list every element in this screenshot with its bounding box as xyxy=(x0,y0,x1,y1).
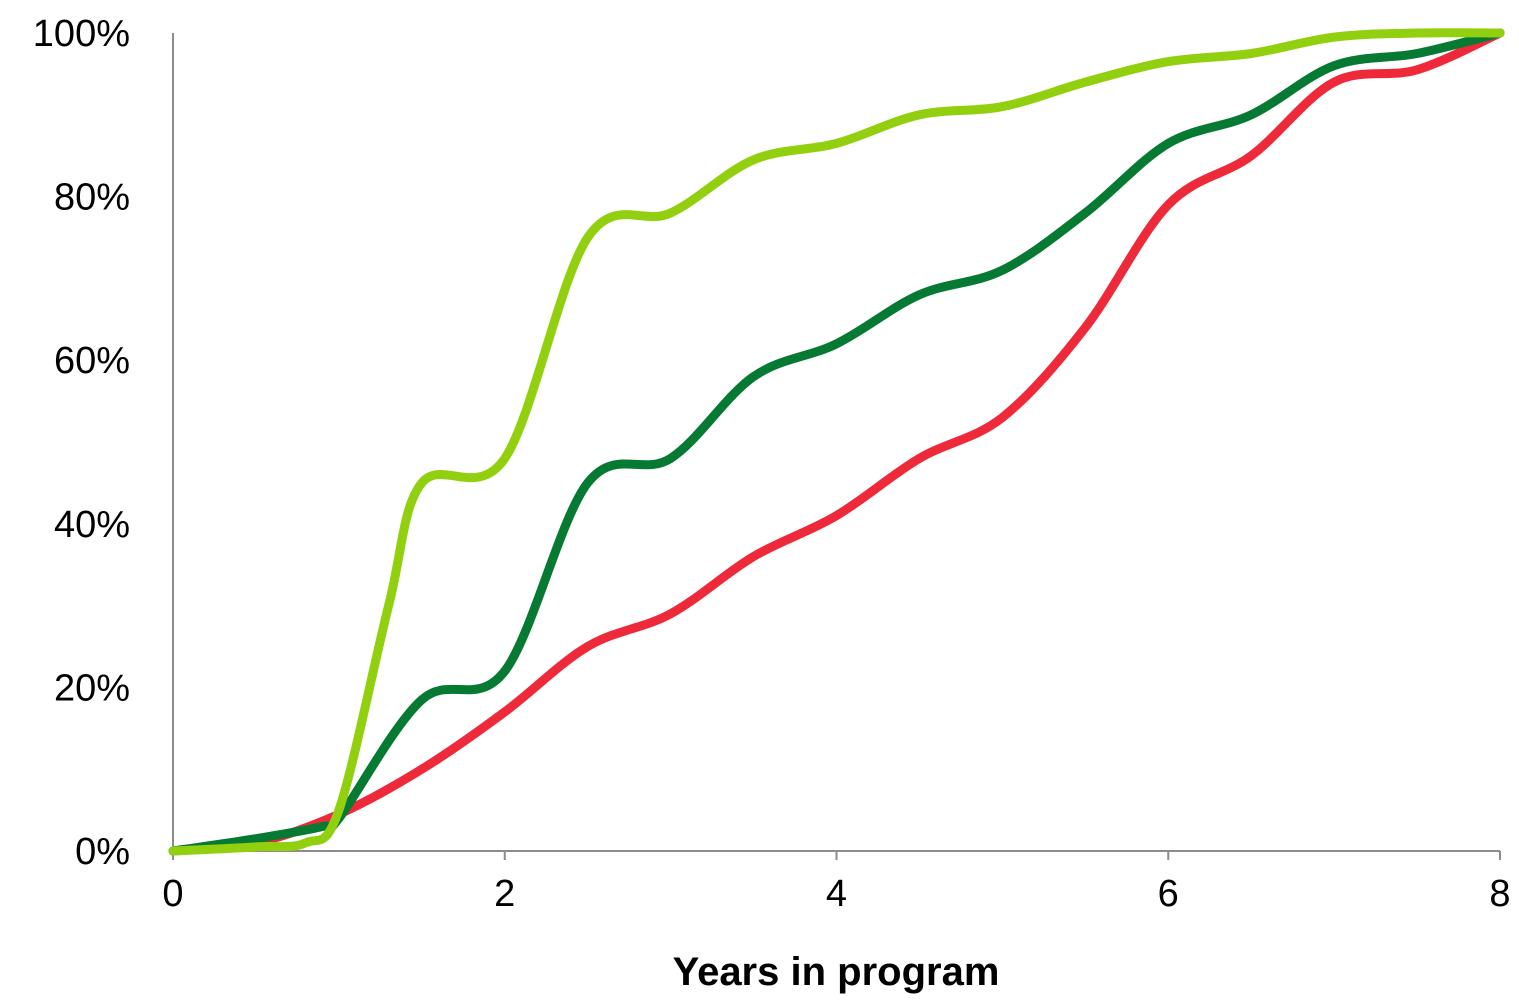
y-tick-label: 80% xyxy=(54,177,130,219)
x-tick-label: 8 xyxy=(1489,873,1510,915)
y-tick-label: 60% xyxy=(54,340,130,382)
series-line-2 xyxy=(168,28,1505,856)
x-axis-title: Years in program xyxy=(673,950,1000,994)
y-tick-label: 40% xyxy=(54,504,130,546)
series-line-3 xyxy=(168,28,1505,856)
y-tick-label: 0% xyxy=(75,831,130,873)
y-tick-label: 100% xyxy=(33,13,130,55)
x-tick-label: 6 xyxy=(1158,873,1179,915)
tick-labels: 0 2 4 6 80%20%40%60%80%100% xyxy=(33,13,1511,915)
series-line-1 xyxy=(168,28,1505,856)
series-lines xyxy=(168,28,1505,856)
y-tick-label: 20% xyxy=(54,667,130,709)
x-tick-label: 2 xyxy=(494,873,515,915)
x-tick-label: 4 xyxy=(826,873,847,915)
axes xyxy=(172,33,1501,860)
x-tick-label: 0 xyxy=(162,873,183,915)
